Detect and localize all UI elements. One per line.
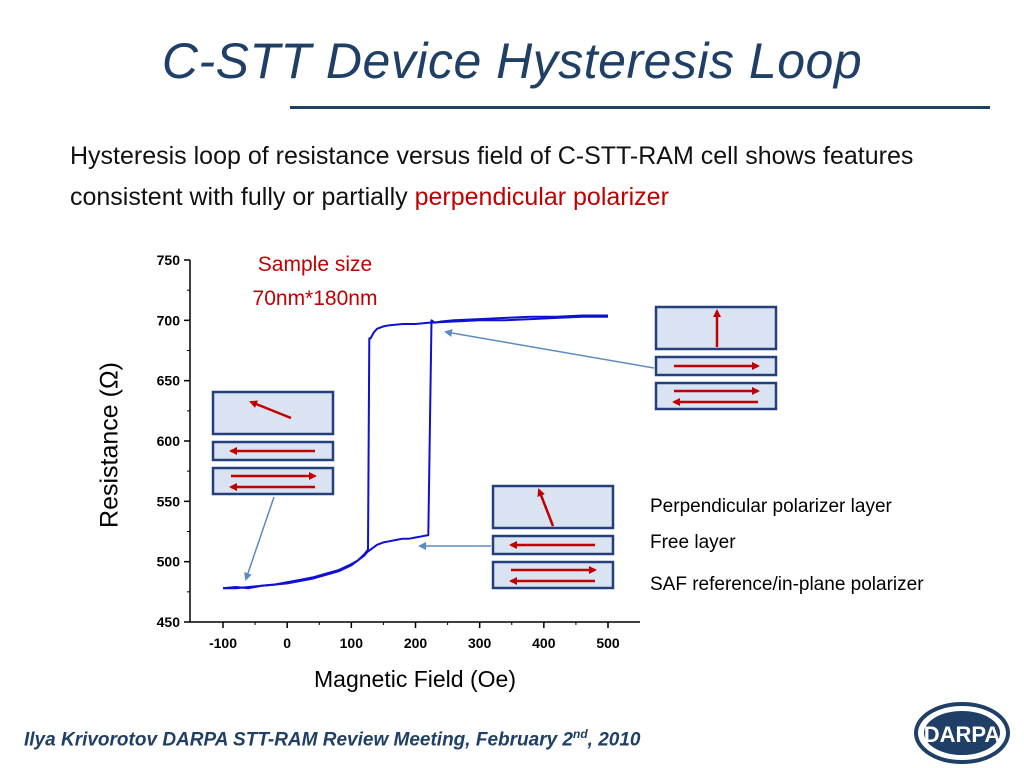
sample-size-line1: Sample size <box>257 253 373 276</box>
y-tick-label: 500 <box>157 554 181 570</box>
footer-text: Ilya Krivorotov DARPA STT-RAM Review Mee… <box>24 729 573 751</box>
y-tick-label: 600 <box>157 433 181 449</box>
layer-stack-left <box>211 390 335 496</box>
layer-label-free: Free layer <box>650 532 736 553</box>
polarizer-layer-box <box>491 484 615 530</box>
subtitle-highlight: perpendicular polarizer <box>414 183 669 211</box>
sample-size-annotation: Sample size 70nm*180nm <box>222 248 408 316</box>
x-tick-label: 500 <box>596 635 620 651</box>
x-tick-label: 200 <box>404 635 428 651</box>
x-tick-label: -100 <box>209 635 237 651</box>
y-axis-label: Resistance (Ω) <box>95 362 124 528</box>
footer-superscript: nd <box>573 727 588 741</box>
saf-layer-box <box>211 466 335 496</box>
slide-title: C-STT Device Hysteresis Loop <box>161 33 863 89</box>
series-line-sweep-up <box>222 314 608 590</box>
y-tick-label: 450 <box>157 614 181 630</box>
y-tick-label: 550 <box>157 493 181 509</box>
layer-stack-top-right <box>654 305 778 411</box>
x-tick-label: 300 <box>468 635 492 651</box>
title-underline <box>290 106 990 109</box>
saf-layer-box <box>491 560 615 590</box>
x-tick-label: 0 <box>283 635 291 651</box>
series-line-sweep-down <box>223 315 608 590</box>
x-axis-label: Magnetic Field (Oe) <box>314 666 516 692</box>
footer-end: , 2010 <box>587 729 641 751</box>
sample-size-line2: 70nm*180nm <box>252 287 378 310</box>
y-tick-label: 700 <box>157 312 181 328</box>
subtitle-text: Hysteresis loop of resistance versus fie… <box>70 142 914 211</box>
slide-subtitle: Hysteresis loop of resistance versus fie… <box>70 136 1000 218</box>
x-tick-label: 400 <box>532 635 556 651</box>
layer-label-polarizer: Perpendicular polarizer layer <box>650 496 892 517</box>
footer: Ilya Krivorotov DARPA STT-RAM Review Mee… <box>24 727 641 751</box>
polarizer-layer-box <box>211 390 335 436</box>
layer-stack-middle <box>491 484 615 590</box>
x-tick-label: 100 <box>340 635 364 651</box>
y-tick-label: 650 <box>157 373 181 389</box>
polarizer-magnetization-arrow <box>249 400 292 420</box>
y-tick-label: 750 <box>157 252 181 268</box>
polarizer-magnetization-arrow <box>537 488 555 527</box>
saf-layer-box <box>654 381 778 411</box>
pointer-high-state <box>444 329 655 369</box>
pointer-low-field <box>244 496 275 581</box>
layer-label-saf: SAF reference/in-plane polarizer <box>650 574 924 595</box>
